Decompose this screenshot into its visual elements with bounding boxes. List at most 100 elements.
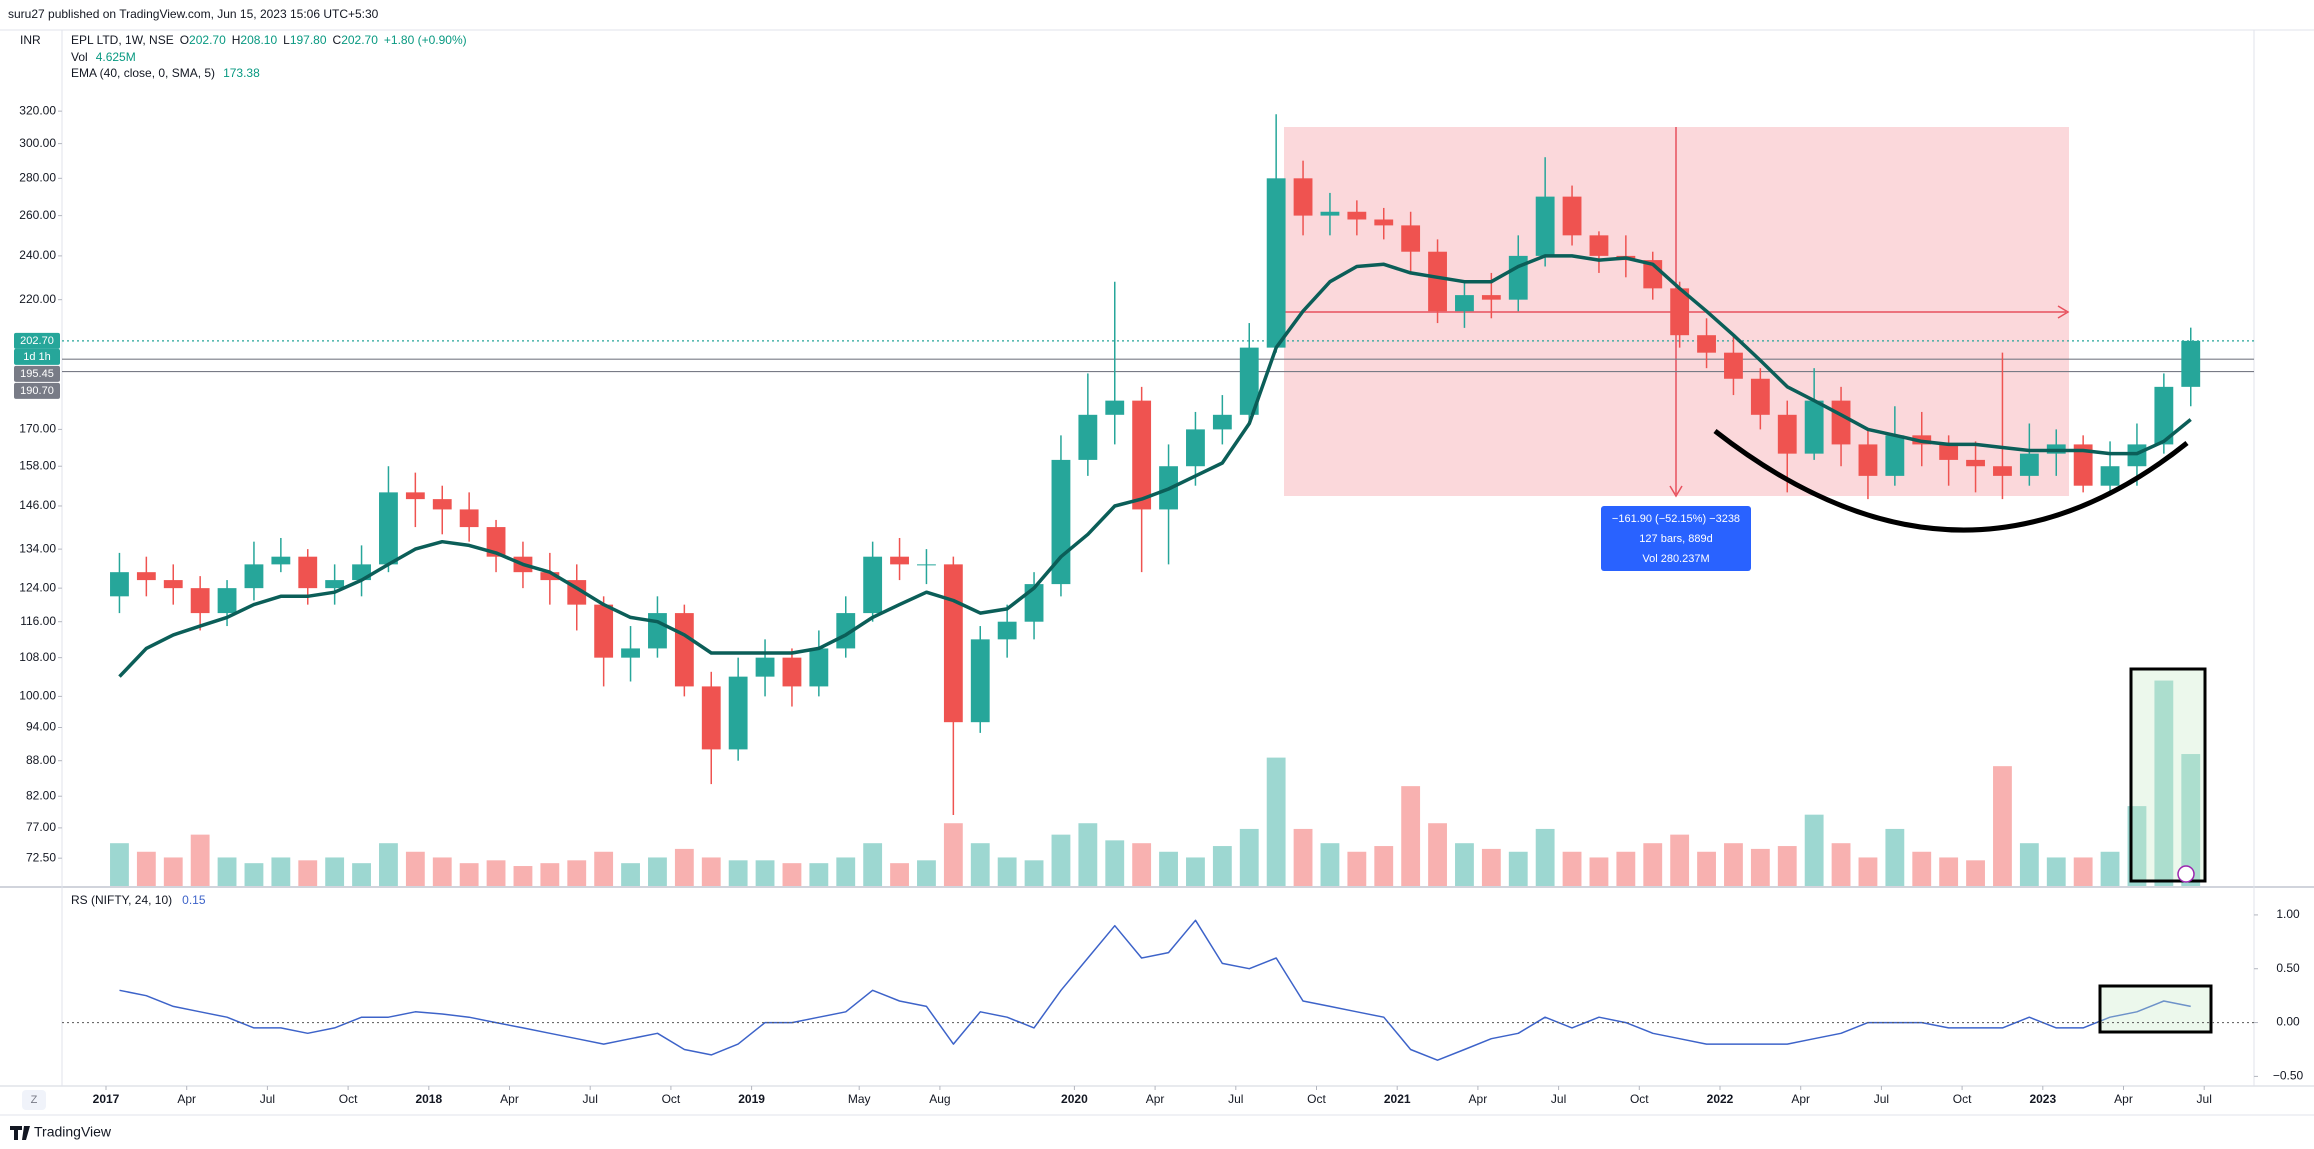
ema-line <box>118 254 2192 678</box>
volume-bar <box>110 843 129 886</box>
legend-key: H <box>232 33 241 47</box>
x-tick-label: 2021 <box>1384 1092 1411 1106</box>
volume-bar <box>459 863 479 886</box>
measure-label: −161.90 (−52.15%) −3238 <box>1612 513 1740 525</box>
volume-bar <box>1428 823 1447 886</box>
legend: EMA (40, close, 0, SMA, 5) 173.38 <box>71 66 260 80</box>
volume-bar <box>728 860 748 886</box>
volume-bar <box>271 857 291 886</box>
candle-body <box>298 556 318 589</box>
candle-body <box>648 613 667 649</box>
y-tick-label: 100.00 <box>19 689 56 703</box>
volume-bar <box>1212 846 1232 886</box>
volume-bar <box>2073 857 2093 886</box>
volume-bar <box>1186 857 1205 886</box>
x-tick-label: Oct <box>339 1092 358 1106</box>
logo <box>10 1126 30 1140</box>
y-tick-label: 240.00 <box>19 248 56 262</box>
volume-bar <box>836 857 856 886</box>
legend-key: RS (NIFTY, 24, 10) <box>71 893 172 907</box>
zoom-label[interactable]: Z <box>31 1094 38 1106</box>
candle-body <box>110 572 129 597</box>
volume-bar <box>1266 757 1286 886</box>
x-tick-label: 2018 <box>415 1092 442 1106</box>
price-tag-label: 202.70 <box>20 335 54 347</box>
highlight-box <box>2129 667 2207 883</box>
y-tick-label: 300.00 <box>19 136 56 150</box>
candle-body <box>1966 459 1985 467</box>
candle-body <box>1428 251 1447 312</box>
legend-key: Vol <box>71 50 88 64</box>
volume-bar <box>513 866 533 886</box>
candle-body <box>970 639 990 723</box>
y-tick-label: 134.00 <box>19 541 56 555</box>
x-tick-label: Apr <box>2114 1092 2133 1106</box>
volume-bar <box>540 863 560 886</box>
volume-bar <box>1105 840 1125 886</box>
y-tick-label: 220.00 <box>19 292 56 306</box>
x-tick-label: Apr <box>1791 1092 1810 1106</box>
volume-bar <box>244 863 264 886</box>
volume-bar <box>163 857 183 886</box>
x-tick-label: Jul <box>2197 1092 2212 1106</box>
candle-body <box>1993 466 2012 476</box>
price-tag-label: 195.45 <box>20 368 54 380</box>
candle-body <box>405 492 425 500</box>
candle-body <box>379 492 398 565</box>
candle-body <box>701 686 721 750</box>
y-tick-label: 1.00 <box>2276 907 2300 921</box>
header: suru27 published on TradingView.com, Jun… <box>8 7 379 21</box>
measure-arrow-head <box>1669 485 1683 498</box>
x-tick-label: Apr <box>500 1092 519 1106</box>
volume-bar <box>863 843 883 886</box>
candle-body <box>809 648 829 687</box>
candle-body <box>2154 386 2174 445</box>
legend-value: 202.70 <box>189 33 226 47</box>
volume-bar <box>1939 857 1959 886</box>
volume-bar <box>997 857 1017 886</box>
volume-bar <box>1132 843 1152 886</box>
volume-bar <box>1562 851 1582 886</box>
volume-bar <box>1697 851 1716 886</box>
y-tick-label: 280.00 <box>19 170 56 184</box>
candle-body <box>755 657 775 677</box>
volume-bar <box>1885 828 1905 886</box>
volume-bar <box>217 857 237 886</box>
volume-bar <box>190 834 210 886</box>
candle-body <box>1293 178 1313 216</box>
candle-body <box>459 509 479 528</box>
volume-bar <box>1777 846 1797 886</box>
candle-body <box>2100 466 2120 486</box>
candle-body <box>1239 347 1259 415</box>
x-tick-label: Jul <box>1874 1092 1889 1106</box>
y-tick-label: 146.00 <box>19 498 56 512</box>
cup-drawing <box>1713 429 2189 533</box>
candle-body <box>1105 400 1125 415</box>
x-tick-label: Apr <box>1146 1092 1165 1106</box>
candle-body <box>1750 378 1770 415</box>
x-tick-label: 2019 <box>738 1092 765 1106</box>
candle-body <box>432 499 452 510</box>
y-tick-label: 124.00 <box>19 580 56 594</box>
price-tag <box>14 332 60 349</box>
volume-bar <box>1535 828 1555 886</box>
zoom-button[interactable] <box>22 1090 46 1110</box>
volume-bar <box>1643 843 1663 886</box>
volume-bar <box>755 860 775 886</box>
candle-body <box>1401 225 1421 252</box>
volume-bar <box>352 863 371 886</box>
volume-bar <box>1239 828 1259 886</box>
candle-body <box>1589 235 1609 256</box>
candle-body <box>890 556 909 565</box>
volume-bar <box>1024 860 1044 886</box>
measure-label-box <box>1601 506 1751 571</box>
volume-bar <box>701 857 721 886</box>
legend-value: 4.625M <box>96 50 136 64</box>
candle-body <box>2181 340 2201 387</box>
y-tick-label: 72.50 <box>26 850 56 864</box>
event-icon[interactable] <box>2177 865 2195 883</box>
candle-body <box>325 580 345 589</box>
volume-bar <box>1670 834 1690 886</box>
